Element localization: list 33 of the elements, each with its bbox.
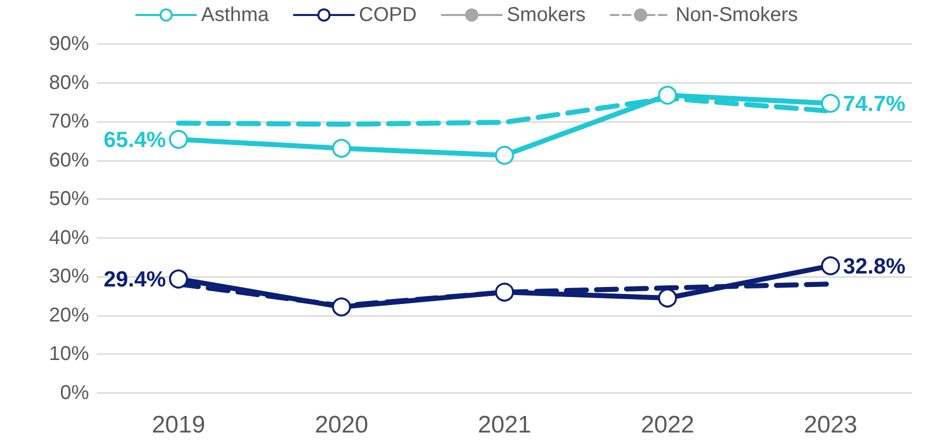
y-tick-label: 30%	[48, 266, 90, 288]
point	[495, 282, 514, 302]
legend-label: Asthma	[201, 4, 270, 26]
x-tick-label: 2022	[640, 412, 694, 438]
legend-label: Non-Smokers	[676, 4, 798, 26]
y-tick-label: 50%	[48, 188, 90, 210]
y-tick-label: 10%	[48, 343, 90, 366]
y-tick-label: 90%	[48, 33, 90, 55]
legend-label: COPD	[358, 4, 417, 26]
x-tick-label: 2021	[478, 412, 532, 438]
y-tick-label: 20%	[48, 304, 90, 326]
y-tick-label: 70%	[48, 110, 90, 133]
y-tick-label: 80%	[48, 72, 90, 94]
point	[332, 138, 351, 158]
point	[332, 297, 351, 316]
y-tick-label: 60%	[48, 149, 90, 172]
x-tick-label: 2019	[152, 412, 206, 438]
legend-label: Smokers	[506, 4, 586, 26]
data-label: 65.4%	[104, 126, 166, 152]
data-label: 74.7%	[843, 90, 906, 116]
point	[169, 269, 188, 288]
point	[821, 94, 840, 113]
x-tick-label: 2020	[314, 412, 368, 438]
point	[821, 256, 840, 276]
point	[169, 130, 188, 149]
x-tick-label: 2023	[804, 412, 858, 438]
y-tick-label: 0%	[60, 382, 90, 404]
point	[658, 86, 677, 105]
data-label: 32.8%	[843, 253, 906, 278]
data-label: 29.4%	[104, 266, 166, 292]
y-tick-label: 40%	[48, 226, 90, 249]
point	[658, 288, 677, 308]
point	[495, 146, 514, 165]
